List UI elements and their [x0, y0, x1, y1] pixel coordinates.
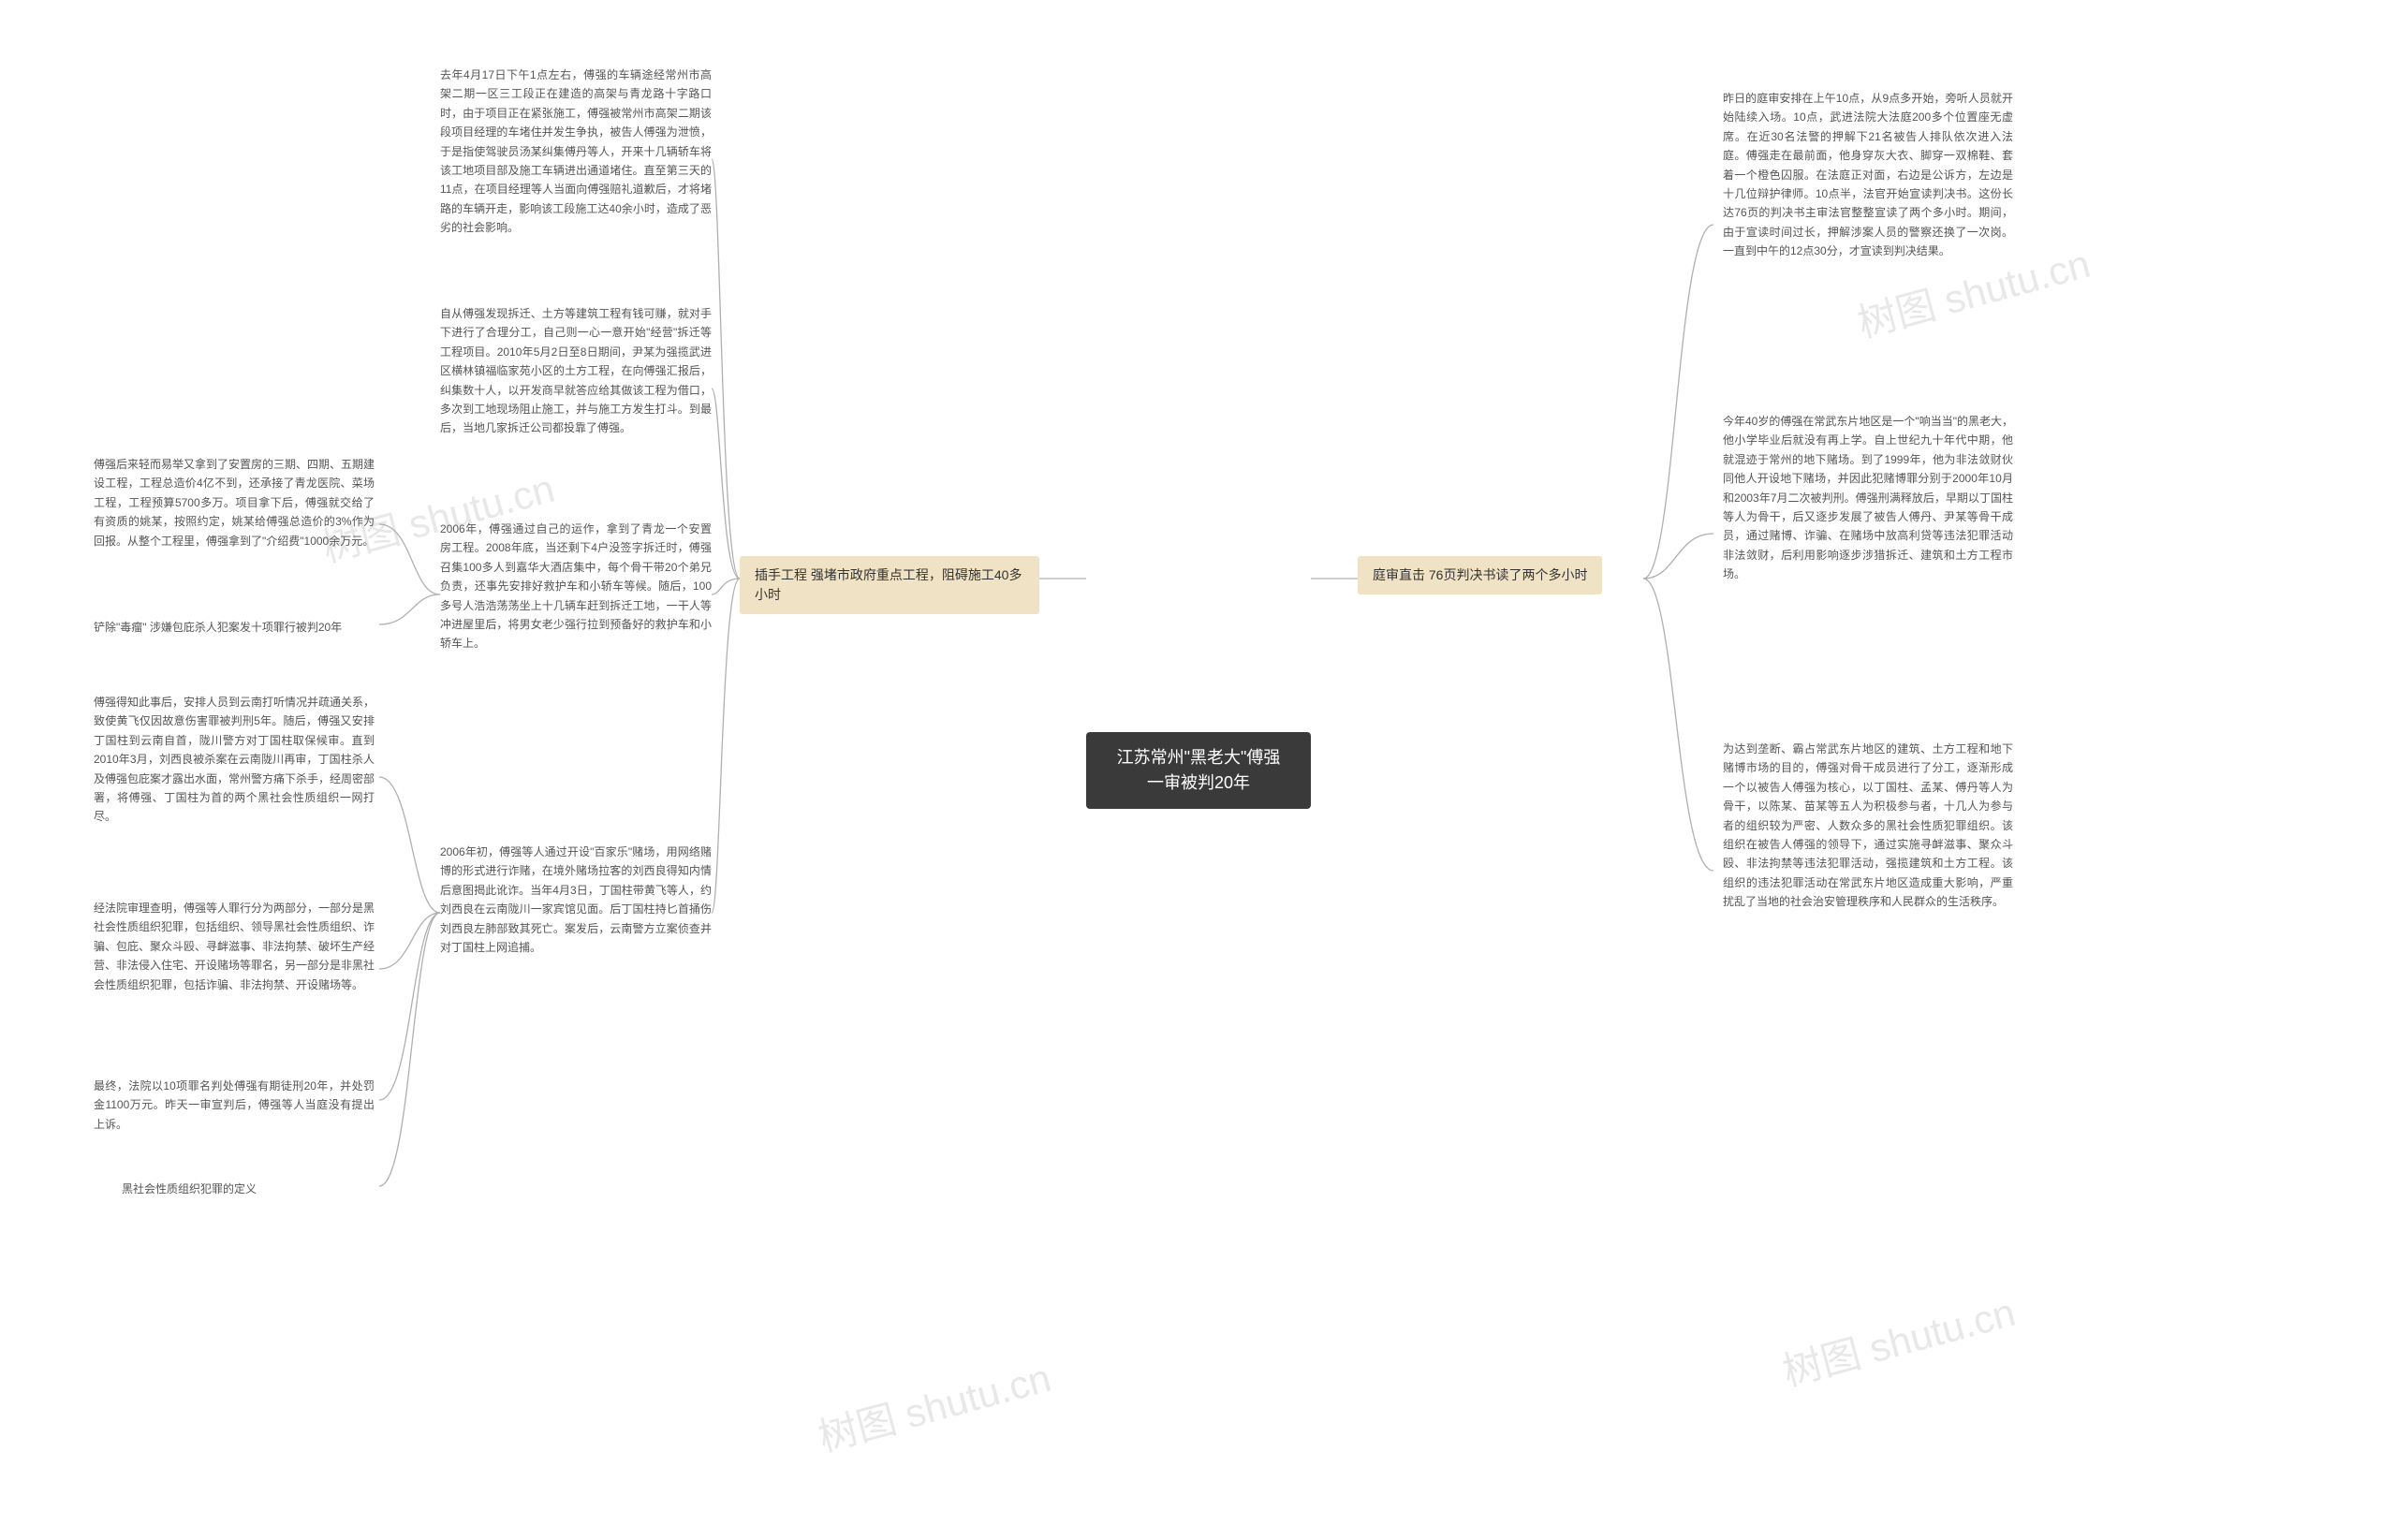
bracket-left-3 — [712, 579, 740, 594]
left-subleaf-5: 黑社会性质组织犯罪的定义 — [122, 1180, 257, 1198]
sub-bracket-3 — [379, 777, 440, 913]
right-branch-node: 庭审直击 76页判决书读了两个多小时 — [1358, 556, 1602, 594]
sub-bracket-4 — [379, 913, 440, 969]
bracket-right-3 — [1643, 579, 1713, 871]
right-leaf-0: 昨日的庭审安排在上午10点，从9点多开始，旁听人员就开始陆续入场。10点，武进法… — [1723, 89, 2013, 261]
left-leaf-3: 2006年初，傅强等人通过开设"百家乐"赌场，用网络赌博的形式进行诈赌，在境外赌… — [440, 843, 712, 957]
left-leaf-1: 自从傅强发现拆迁、土方等建筑工程有钱可赚，就对手下进行了合理分工，自己则一心一意… — [440, 304, 712, 438]
right-leaf-2: 为达到垄断、霸占常武东片地区的建筑、土方工程和地下赌博市场的目的，傅强对骨干成员… — [1723, 740, 2013, 912]
bracket-left-4 — [712, 579, 740, 913]
left-branch-label: 插手工程 强堵市政府重点工程，阻碍施工40多小时 — [755, 567, 1022, 602]
left-subleaf-2: 傅强得知此事后，安排人员到云南打听情况并疏通关系，致使黄飞仅因故意伤害罪被判刑5… — [94, 693, 375, 827]
right-leaf-1: 今年40岁的傅强在常武东片地区是一个"响当当"的黑老大，他小学毕业后就没有再上学… — [1723, 412, 2013, 584]
sub-bracket-2 — [379, 594, 440, 624]
sub-bracket-6 — [379, 913, 440, 1186]
sub-bracket-5 — [379, 913, 440, 1100]
sub-bracket-1 — [379, 524, 440, 594]
left-subleaf-0: 傅强后来轻而易举又拿到了安置房的三期、四期、五期建设工程，工程总造价4亿不到，还… — [94, 455, 375, 550]
bracket-left-2 — [712, 389, 740, 579]
left-subleaf-1: 铲除"毒瘤" 涉嫌包庇杀人犯案发十项罪行被判20年 — [94, 618, 342, 637]
left-leaf-0: 去年4月17日下午1点左右，傅强的车辆途经常州市高架二期一区三工段正在建造的高架… — [440, 66, 712, 238]
center-node: 江苏常州"黑老大"傅强一审被判20年 — [1086, 732, 1311, 809]
left-subleaf-4: 最终，法院以10项罪名判处傅强有期徒刑20年，并处罚金1100万元。昨天一审宣判… — [94, 1077, 375, 1134]
left-branch-node: 插手工程 强堵市政府重点工程，阻碍施工40多小时 — [740, 556, 1039, 614]
bracket-right-1 — [1643, 225, 1713, 579]
center-title: 江苏常州"黑老大"傅强一审被判20年 — [1117, 748, 1281, 792]
right-branch-label: 庭审直击 76页判决书读了两个多小时 — [1373, 567, 1587, 582]
mindmap-container: 江苏常州"黑老大"傅强一审被判20年 插手工程 强堵市政府重点工程，阻碍施工40… — [0, 0, 2397, 1540]
bracket-right-2 — [1643, 534, 1713, 579]
left-subleaf-3: 经法院审理查明，傅强等人罪行分为两部分，一部分是黑社会性质组织犯罪，包括组织、领… — [94, 899, 375, 994]
left-leaf-2: 2006年，傅强通过自己的运作，拿到了青龙一个安置房工程。2008年底，当还剩下… — [440, 520, 712, 653]
bracket-left-1 — [712, 159, 740, 579]
